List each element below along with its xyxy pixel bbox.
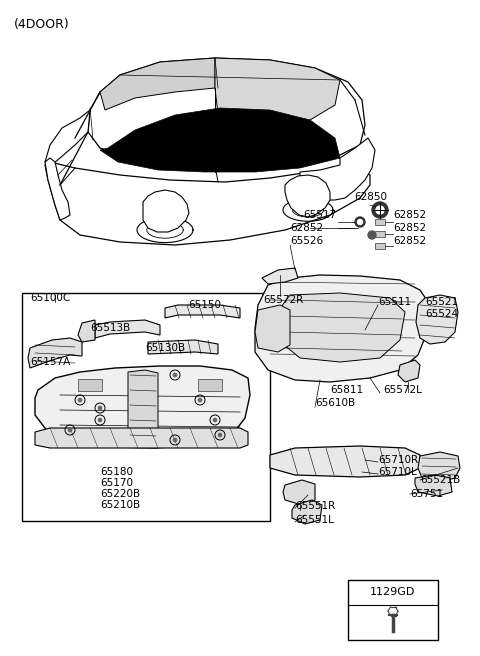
Text: 65710L: 65710L [378,467,417,477]
Text: 65811: 65811 [330,385,363,395]
Polygon shape [100,108,340,172]
Polygon shape [128,370,158,446]
Text: 65130B: 65130B [145,343,185,353]
Bar [348,580,438,640]
Polygon shape [95,320,160,338]
Text: 65180: 65180 [100,467,133,477]
Polygon shape [28,338,82,368]
Polygon shape [418,452,460,482]
Polygon shape [165,305,240,318]
Text: 1129GD: 1129GD [370,587,416,597]
Text: 65572R: 65572R [263,295,303,305]
Circle shape [78,398,82,402]
Polygon shape [45,158,70,220]
Circle shape [218,433,222,437]
Text: 65710R: 65710R [378,455,418,465]
Text: 65551R: 65551R [295,501,335,511]
Text: 65524: 65524 [425,309,458,319]
Bar [22,293,270,521]
Circle shape [372,202,388,218]
Text: 65220B: 65220B [100,489,140,499]
Polygon shape [35,428,248,448]
Text: 62852: 62852 [393,223,426,233]
Circle shape [358,220,362,224]
Text: 62852: 62852 [290,223,323,233]
Text: 62852: 62852 [393,236,426,246]
Text: 65551L: 65551L [295,515,334,525]
Circle shape [173,373,177,377]
Circle shape [173,438,177,442]
Text: 65521B: 65521B [420,475,460,485]
Text: 65150: 65150 [188,300,221,310]
Polygon shape [285,175,330,217]
Polygon shape [255,305,290,352]
Polygon shape [143,190,189,232]
Bar [78,379,102,391]
Text: (4DOOR): (4DOOR) [14,18,70,31]
Polygon shape [270,446,420,477]
Polygon shape [45,110,90,168]
Polygon shape [283,480,315,505]
Polygon shape [45,162,370,245]
Text: 65511: 65511 [378,297,411,307]
Circle shape [98,406,102,410]
Polygon shape [148,340,218,354]
Text: 65751: 65751 [410,489,443,499]
Polygon shape [88,58,365,166]
Text: 65572L: 65572L [383,385,422,395]
Text: 65513B: 65513B [90,323,130,333]
Circle shape [376,206,384,214]
Polygon shape [215,58,340,132]
Polygon shape [275,293,405,362]
Text: 65170: 65170 [100,478,133,488]
Text: 62850: 62850 [354,192,387,202]
Bar [375,231,385,237]
Text: 65610B: 65610B [315,398,355,408]
Polygon shape [415,475,452,496]
Text: 62852: 62852 [393,210,426,220]
Text: 65157A: 65157A [30,357,70,367]
Text: 65521: 65521 [425,297,458,307]
Circle shape [198,398,202,402]
Bar [375,243,385,249]
Circle shape [368,231,376,239]
Polygon shape [292,500,322,524]
Polygon shape [255,275,430,382]
Polygon shape [398,360,420,382]
Polygon shape [100,58,215,110]
Text: 65210B: 65210B [100,500,140,510]
Polygon shape [78,320,95,342]
Text: 65526: 65526 [290,236,323,246]
Circle shape [213,418,217,422]
Text: 65100C: 65100C [30,293,70,303]
Polygon shape [262,268,298,284]
Circle shape [355,217,365,227]
Circle shape [98,418,102,422]
Polygon shape [35,366,250,448]
Polygon shape [416,295,458,344]
Bar [198,379,222,391]
Bar [375,219,385,225]
Polygon shape [300,138,375,200]
Circle shape [68,428,72,432]
Text: 65517: 65517 [303,210,336,220]
